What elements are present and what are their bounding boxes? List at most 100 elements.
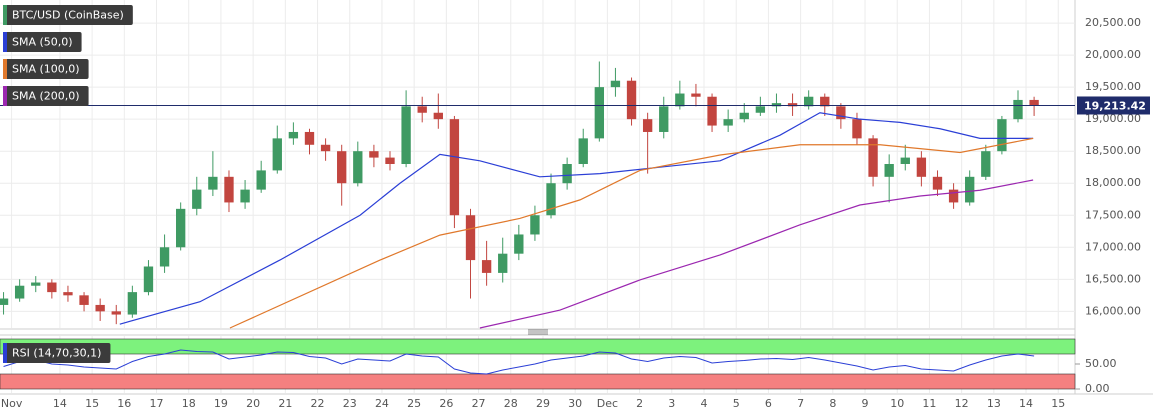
- candle-body: [755, 106, 766, 113]
- x-tick-label: 13: [987, 397, 1001, 410]
- y-tick-label: 19,500.00: [1085, 80, 1141, 93]
- x-tick-label: 3: [668, 397, 675, 410]
- candle-body: [948, 189, 959, 203]
- y-tick-label: 20,500.00: [1085, 16, 1141, 29]
- legend-label: SMA (50,0): [12, 36, 73, 49]
- y-tick-label: 18,500.00: [1085, 144, 1141, 157]
- x-tick-label: 28: [504, 397, 518, 410]
- candle-body: [433, 112, 443, 120]
- legend-swatch: [3, 59, 7, 79]
- x-tick-label: 5: [733, 397, 740, 410]
- candle-body: [320, 144, 331, 152]
- candle-body: [256, 170, 266, 190]
- candle-body: [401, 106, 411, 164]
- y-tick-label: 18,000.00: [1085, 176, 1141, 189]
- legend-box: [3, 343, 111, 363]
- y-tick-label: 50.00: [1085, 357, 1117, 370]
- legend-label: BTC/USD (CoinBase): [12, 9, 124, 22]
- candle-body: [820, 96, 830, 107]
- x-tick-label: 2: [636, 397, 643, 410]
- legend-box: [3, 5, 133, 25]
- y-tick-label: 17,500.00: [1085, 208, 1141, 221]
- y-tick-label: 16,000.00: [1085, 304, 1141, 317]
- candle-body: [723, 119, 733, 126]
- last-price-label: 19,213.42: [1084, 99, 1146, 112]
- x-tick-label: 8: [829, 397, 836, 410]
- candle-body: [63, 292, 73, 296]
- sma-line: [479, 179, 1034, 329]
- x-tick-label: 29: [536, 397, 550, 410]
- candle-body: [417, 106, 427, 113]
- marks: [0, 61, 1039, 375]
- candle-body: [385, 157, 395, 164]
- candle-body: [739, 112, 749, 120]
- x-tick-label: 14: [1019, 397, 1033, 410]
- x-tick-label: 11: [922, 397, 936, 410]
- legend-item: SMA (100,0): [3, 59, 89, 79]
- legend-label: SMA (200,0): [12, 90, 80, 103]
- legend-item: SMA (50,0): [3, 32, 82, 52]
- x-tick-label: 30: [568, 397, 582, 410]
- candle-body: [803, 96, 814, 107]
- x-tick-label: 25: [407, 397, 421, 410]
- x-tick-label: 14: [53, 397, 67, 410]
- x-tick-label: 4: [700, 397, 707, 410]
- x-tick-label: 10: [890, 397, 904, 410]
- candle-body: [965, 176, 975, 203]
- candle-body: [771, 103, 782, 107]
- candle-body: [836, 106, 846, 120]
- candle-body: [31, 282, 41, 286]
- legend-box: [3, 86, 89, 106]
- overbought-zone: [0, 338, 1076, 355]
- rsi-line: [3, 349, 1035, 375]
- x-tick-label: 20: [246, 397, 260, 410]
- candle-body: [272, 138, 282, 171]
- y-tick-label: 0.00: [1085, 382, 1110, 395]
- legend-item: RSI (14,70,30,1): [3, 343, 111, 363]
- x-tick-label: Nov: [1, 397, 23, 410]
- sma-line: [119, 112, 1034, 325]
- candle-body: [852, 119, 862, 139]
- candle-body: [175, 208, 186, 248]
- x-tick-label: 16: [117, 397, 131, 410]
- x-tick-label: 15: [85, 397, 99, 410]
- candle-body: [481, 260, 492, 273]
- candle-body: [465, 215, 476, 261]
- x-tick-label: 6: [765, 397, 772, 410]
- x-tick-label: 15: [1051, 397, 1065, 410]
- legend-swatch: [3, 86, 7, 106]
- candle-body: [659, 106, 669, 132]
- x-tick-label: 21: [278, 397, 292, 410]
- candle-body: [868, 138, 878, 177]
- candle-body: [530, 215, 540, 235]
- candle-body: [787, 103, 798, 107]
- candle-body: [240, 189, 250, 203]
- last-price-box: [1077, 96, 1150, 115]
- candle-body: [127, 292, 138, 315]
- candle-body: [288, 131, 299, 139]
- candle-body: [997, 119, 1007, 152]
- candle-body: [79, 295, 89, 305]
- x-tick-label: 12: [955, 397, 969, 410]
- candle-body: [95, 304, 105, 312]
- legend-item: SMA (200,0): [3, 86, 89, 106]
- y-tick-label: 19,000.00: [1085, 112, 1141, 125]
- x-tick-label: 26: [439, 397, 453, 410]
- candle-body: [610, 80, 621, 88]
- legend-box: [3, 32, 82, 52]
- resize-grip[interactable]: [528, 329, 548, 335]
- oversold-zone: [0, 373, 1076, 390]
- candle-body: [208, 176, 218, 190]
- x-tick-label: 19: [214, 397, 228, 410]
- candle-body: [143, 266, 154, 293]
- candle-body: [642, 119, 653, 132]
- x-tick-label: 23: [343, 397, 357, 410]
- candle-body: [546, 183, 556, 216]
- candle-body: [14, 285, 25, 299]
- candle-body: [449, 119, 460, 216]
- legend-label: RSI (14,70,30,1): [12, 347, 101, 360]
- legend-swatch: [3, 5, 7, 25]
- x-tick-label: 18: [182, 397, 196, 410]
